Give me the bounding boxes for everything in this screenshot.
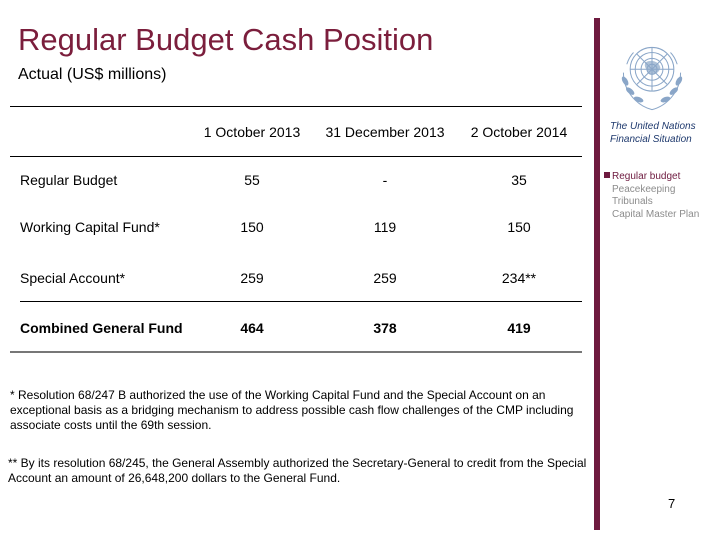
row-label: Regular Budget xyxy=(20,172,118,188)
sidebar-item-tribunals[interactable]: Tribunals xyxy=(604,196,716,209)
sidebar-item-label: Tribunals xyxy=(612,196,653,207)
table-top-rule xyxy=(10,106,582,107)
sidebar-item-label: Regular budget xyxy=(612,171,681,182)
table-cell: 55 xyxy=(244,172,260,188)
column-header: 1 October 2013 xyxy=(203,124,301,140)
footnote-2: ** By its resolution 68/245, the General… xyxy=(8,456,587,485)
slide-subtitle: Actual (US$ millions) xyxy=(18,66,167,83)
row-label: Working Capital Fund* xyxy=(20,219,160,235)
sidebar-item-label: Peacekeeping xyxy=(612,183,676,195)
row-label: Combined General Fund xyxy=(20,320,183,336)
sidebar-item-regular-budget[interactable]: Regular budget xyxy=(604,171,716,184)
table-cell: 464 xyxy=(240,320,264,336)
un-emblem-icon xyxy=(621,46,683,111)
footnote-1: * Resolution 68/247 B authorized the use… xyxy=(10,388,574,432)
table-cell: 259 xyxy=(240,270,264,286)
table-cell: 35 xyxy=(511,172,527,188)
sidebar-nav: Regular budget Peacekeeping Tribunals Ca… xyxy=(604,171,716,221)
row-label: Special Account* xyxy=(20,270,126,286)
table-cell: 259 xyxy=(373,270,397,286)
square-bullet-icon xyxy=(604,172,610,178)
accent-bar xyxy=(594,18,600,530)
table-cell: 150 xyxy=(240,219,264,235)
table-cell: 378 xyxy=(373,320,397,336)
table-bottom-rule xyxy=(10,351,582,353)
column-header: 2 October 2014 xyxy=(470,124,568,140)
table-cell: 419 xyxy=(507,320,531,336)
slide-title: Regular Budget Cash Position xyxy=(18,22,434,57)
sidebar-item-capital-master-plan[interactable]: Capital Master Plan xyxy=(604,209,716,222)
table-cell: - xyxy=(382,172,388,188)
column-header: 31 December 2013 xyxy=(325,124,445,140)
header-rule xyxy=(10,156,582,157)
total-top-rule xyxy=(20,301,582,302)
table-cell: 234** xyxy=(501,270,537,286)
sidebar-item-peacekeeping[interactable]: Peacekeeping xyxy=(604,184,716,197)
page-number: 7 xyxy=(668,496,676,511)
sidebar-item-label: Capital Master Plan xyxy=(612,208,700,220)
table-cell: 150 xyxy=(507,219,531,235)
sidebar-heading: The United Nations Financial Situation xyxy=(610,121,696,145)
table-cell: 119 xyxy=(373,219,397,235)
